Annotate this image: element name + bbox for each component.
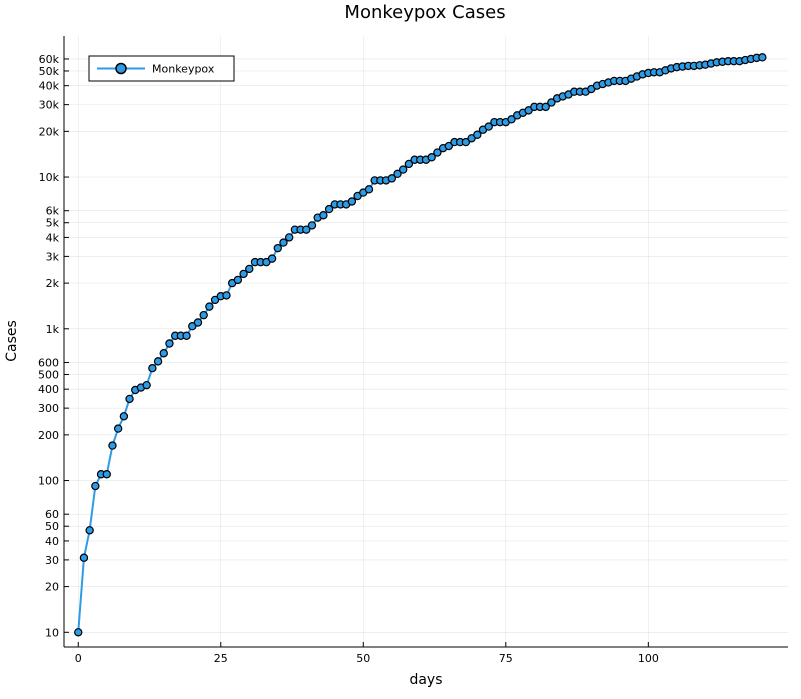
data-point: [284, 233, 294, 242]
y-axis-label: Cases: [4, 320, 20, 362]
grid: [64, 36, 788, 647]
y-tick-label: 2k: [46, 277, 60, 290]
y-tick-label: 30k: [39, 99, 60, 112]
data-point: [193, 318, 203, 327]
data-point: [113, 424, 123, 433]
y-tick-label: 40: [45, 535, 59, 548]
y-tick-label: 1k: [46, 323, 60, 336]
y-tick-label: 500: [38, 368, 59, 381]
data-point: [165, 339, 174, 348]
x-tick-label: 50: [356, 652, 370, 665]
x-axis-label: days: [409, 672, 442, 688]
y-tick-label: 600: [38, 356, 59, 369]
data-point: [393, 169, 402, 179]
y-tick-label: 100: [38, 475, 59, 488]
legend-marker: [115, 62, 127, 75]
data-point: [148, 363, 157, 373]
y-tick-label: 60k: [39, 53, 60, 66]
data-point: [387, 174, 396, 183]
legend-label: Monkeypox: [152, 63, 215, 76]
data-point: [74, 628, 83, 637]
data-point: [91, 481, 100, 491]
y-tick-label: 10: [45, 626, 59, 639]
data-point: [153, 357, 163, 366]
y-tick-label: 6k: [46, 205, 60, 218]
data-point: [79, 553, 89, 562]
data-point: [188, 322, 197, 331]
y-tick-label: 5k: [46, 217, 60, 230]
y-tick-label: 400: [38, 383, 59, 396]
x-tick-label: 75: [499, 652, 513, 665]
y-tick-label: 200: [38, 429, 59, 442]
y-tick-label: 10k: [39, 171, 60, 184]
data-point: [159, 349, 168, 358]
data-point: [324, 204, 334, 214]
data-point: [319, 211, 328, 220]
axes: [63, 36, 788, 648]
legend: Monkeypox: [88, 55, 235, 82]
data-point: [433, 148, 442, 157]
data-point: [182, 331, 191, 340]
data-point: [347, 197, 357, 206]
data-point: [233, 275, 243, 285]
data-point: [758, 53, 767, 62]
data-point: [427, 153, 436, 162]
data-point: [108, 441, 117, 450]
y-tick-label: 4k: [46, 231, 60, 244]
data-point: [541, 102, 550, 112]
data-point: [222, 291, 231, 300]
data-point: [210, 295, 220, 305]
data-point: [444, 141, 453, 151]
data-point: [267, 254, 277, 263]
data-point: [199, 310, 208, 320]
y-tick-label: 60: [45, 508, 59, 521]
y-tick-label: 20: [45, 581, 59, 594]
chart-title: Monkeypox Cases: [344, 2, 505, 23]
series-group: [74, 53, 767, 637]
data-point: [507, 115, 516, 124]
data-point: [85, 526, 94, 535]
data-point: [461, 137, 471, 147]
data-point: [205, 302, 214, 311]
x-tick-label: 0: [75, 652, 82, 665]
x-tick-label: 100: [638, 652, 659, 665]
y-tick-label: 40k: [39, 80, 60, 93]
data-point: [125, 394, 134, 404]
y-tick-label: 300: [38, 402, 59, 415]
data-point: [399, 165, 408, 174]
x-tick-label: 25: [214, 652, 228, 665]
data-point: [404, 159, 414, 169]
data-point: [273, 243, 282, 253]
data-point: [307, 221, 317, 230]
data-point: [484, 122, 493, 131]
data-point: [302, 225, 311, 234]
data-point: [245, 264, 254, 274]
data-point: [142, 380, 151, 390]
data-point: [119, 412, 129, 421]
data-point: [364, 185, 374, 194]
y-tick-label: 3k: [46, 250, 60, 263]
data-point: [547, 98, 556, 107]
y-tick-label: 50: [45, 520, 59, 533]
data-point: [473, 130, 482, 139]
y-tick-label: 30: [45, 554, 59, 567]
y-tick-label: 20k: [39, 125, 60, 138]
data-point: [239, 269, 248, 279]
x-ticks: 0 25 50 75 100: [75, 642, 659, 665]
data-point: [102, 470, 111, 479]
y-tick-label: 50k: [39, 65, 60, 78]
data-point: [279, 238, 288, 247]
